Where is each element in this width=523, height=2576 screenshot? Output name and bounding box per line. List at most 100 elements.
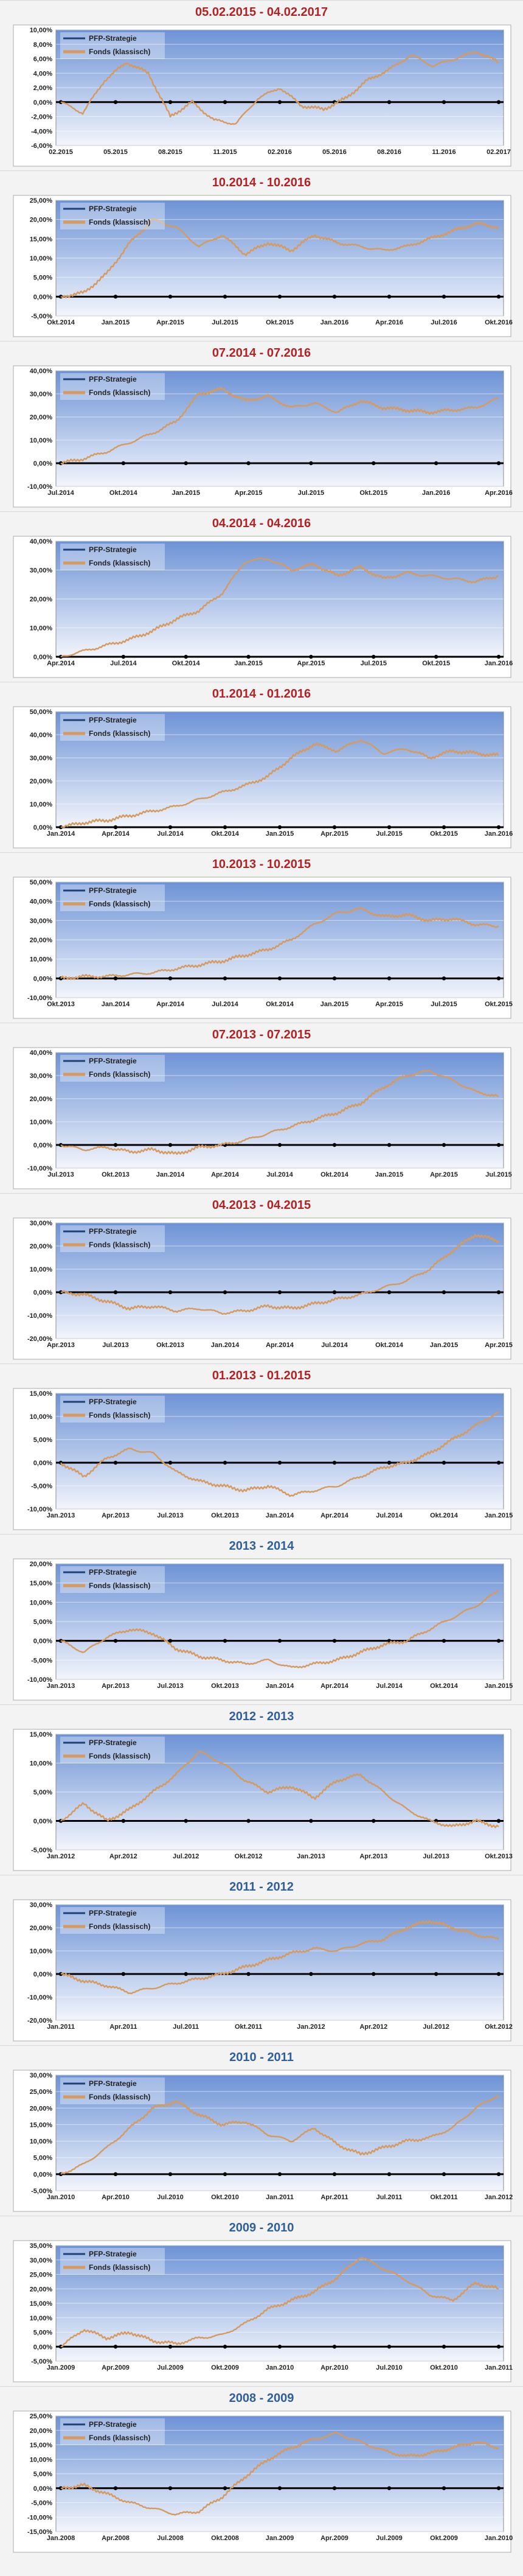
y-tick-label: 10,00% [30, 1760, 53, 1768]
x-tick-marker [168, 2345, 173, 2349]
x-tick-label: Apr.2016 [485, 489, 513, 497]
x-tick-label: Apr.2013 [359, 1853, 387, 1860]
y-tick-label: 40,00% [30, 898, 53, 906]
line-chart: 15,00%10,00%5,00%0,00%-5,00%-10,00%Jan.2… [13, 1388, 513, 1530]
fund-series-line [60, 907, 499, 981]
x-tick-marker [277, 2345, 282, 2349]
x-tick-label: Apr.2015 [430, 1171, 458, 1178]
plot-area [55, 1222, 504, 1339]
x-tick-marker [223, 2486, 227, 2490]
x-tick-label: 02.2015 [49, 149, 73, 156]
y-tick-label: 15,00% [30, 1731, 53, 1738]
y-tick-label: -20,00% [27, 1335, 52, 1343]
y-tick-label: 20,00% [30, 2427, 53, 2435]
y-tick-label: 15,00% [30, 2300, 53, 2308]
chart-title: 10.2013 - 10.2015 [212, 858, 311, 871]
x-tick-label: Jan.2010 [266, 2364, 294, 2371]
legend-box [60, 32, 165, 59]
y-tick-label: 10,00% [30, 2315, 53, 2322]
legend-box [60, 1396, 165, 1423]
y-tick-label: 40,00% [30, 538, 53, 545]
y-tick-label: -5,00% [31, 313, 52, 320]
x-tick-label: Jan.2010 [485, 2535, 513, 2542]
x-tick-marker [496, 1639, 501, 1643]
fund-series-line [60, 2094, 499, 2175]
y-tick-label: 25,00% [30, 2088, 53, 2096]
line-chart: 30,00%20,00%10,00%0,00%-10,00%-20,00%Jan… [13, 1899, 513, 2042]
y-tick-label: 0,00% [33, 293, 52, 301]
x-tick-marker [277, 825, 282, 830]
x-tick-marker [309, 1972, 313, 1976]
y-tick-label: 30,00% [30, 917, 53, 925]
x-tick-label: Jul.2009 [157, 2364, 183, 2371]
y-tick-label: 5,00% [33, 2155, 52, 2162]
line-chart: 20,00% 15,00% 10,00% 5,00% 0,00% -5,00% -10,00… [13, 1558, 513, 1701]
y-tick-label: 0,00% [33, 1818, 52, 1825]
legend-label-fund: Fonds (klassisch) [89, 559, 150, 567]
x-tick-label: Jul.2010 [376, 2364, 402, 2371]
x-tick-label: Apr.2014 [47, 660, 75, 667]
legend-label-strategy: PFP-Strategie [89, 1738, 137, 1747]
y-tick-label: 0,00% [33, 2343, 52, 2351]
x-tick-marker [113, 1290, 118, 1295]
x-tick-marker [277, 2486, 282, 2490]
y-tick-label: 25,00% [30, 2272, 53, 2279]
x-tick-marker [223, 295, 227, 299]
x-tick-label: Jul.2011 [173, 2023, 199, 2031]
x-tick-marker [332, 2345, 337, 2349]
y-tick-label: -5,00% [31, 2358, 52, 2365]
x-tick-marker [332, 1639, 337, 1643]
legend-label-fund: Fonds (klassisch) [89, 47, 150, 56]
y-tick-label: -10,00% [27, 1994, 52, 2001]
line-chart: 50,00% 40,00% 30,00% 20,00% 10,00% 0,00% -10,0… [13, 877, 513, 1019]
y-tick-label: 0,00% [33, 1638, 52, 1645]
y-tick-label: 10,00% [30, 1266, 53, 1273]
x-tick-marker [442, 976, 446, 981]
x-tick-label: Jan.2015 [320, 1001, 348, 1008]
legend-box [60, 884, 165, 911]
x-tick-marker [496, 1819, 501, 1823]
y-tick-label: 0,00% [33, 1289, 52, 1297]
x-tick-label: Okt.2013 [211, 1512, 239, 1519]
legend-label-strategy: PFP-Strategie [89, 545, 137, 554]
x-tick-label: Apr.2014 [266, 1342, 294, 1349]
line-chart: 30,00%20,00%10,00%0,00%-10,00%-20,00%Apr… [13, 1217, 513, 1360]
x-tick-label: Jul.2016 [431, 319, 457, 326]
x-tick-label: Okt.2014 [172, 660, 201, 667]
y-tick-label: 30,00% [30, 1220, 53, 1227]
x-tick-label: Okt.2015 [422, 660, 450, 667]
x-tick-marker [277, 295, 282, 299]
x-tick-marker [223, 976, 227, 981]
x-tick-marker [168, 976, 173, 981]
y-tick-label: -5,00% [31, 1657, 52, 1664]
legend-box [60, 373, 165, 400]
legend-label-strategy: PFP-Strategie [89, 1568, 137, 1577]
line-chart: 50,00%40,00%30,00%20,00%10,00%0,00%Jan.2… [13, 706, 513, 849]
x-tick-label: Apr.2011 [320, 2194, 348, 2201]
chart-panel: 10.2014 - 10.2016 25,00% 20,00% 15,00% 10,00… [0, 170, 523, 341]
chart-panel: 01.2013 - 01.2015 15,00% 10,00% 5,00% 0,00% -… [0, 1363, 523, 1534]
plot-area [55, 2074, 504, 2191]
y-tick-label: 6,00% [33, 56, 52, 63]
legend-label-fund: Fonds (klassisch) [89, 2093, 150, 2101]
x-tick-label: Jul.2009 [376, 2535, 402, 2542]
chart-title: 2008 - 2009 [229, 2392, 294, 2405]
x-tick-marker [113, 2172, 118, 2177]
x-tick-marker [387, 1460, 392, 1465]
y-tick-label: 10,00% [30, 437, 53, 444]
x-tick-marker [246, 461, 251, 466]
y-tick-label: 10,00% [30, 255, 53, 262]
x-tick-label: Jan.2009 [266, 2535, 294, 2542]
y-tick-label: 10,00% [30, 801, 53, 808]
x-tick-label: 02.2017 [487, 149, 511, 156]
y-tick-label: -10,00% [27, 1676, 52, 1684]
x-tick-label: Jan.2015 [485, 1512, 513, 1519]
x-tick-marker [496, 1290, 501, 1295]
x-tick-marker [332, 1143, 337, 1147]
x-tick-label: Jan.2015 [266, 830, 294, 838]
x-tick-marker [442, 2172, 446, 2177]
y-tick-label: 10,00% [30, 2138, 53, 2146]
x-tick-label: Okt.2014 [375, 1342, 404, 1349]
y-tick-label: 0,00% [33, 2171, 52, 2179]
fund-series-line [60, 1590, 499, 1668]
